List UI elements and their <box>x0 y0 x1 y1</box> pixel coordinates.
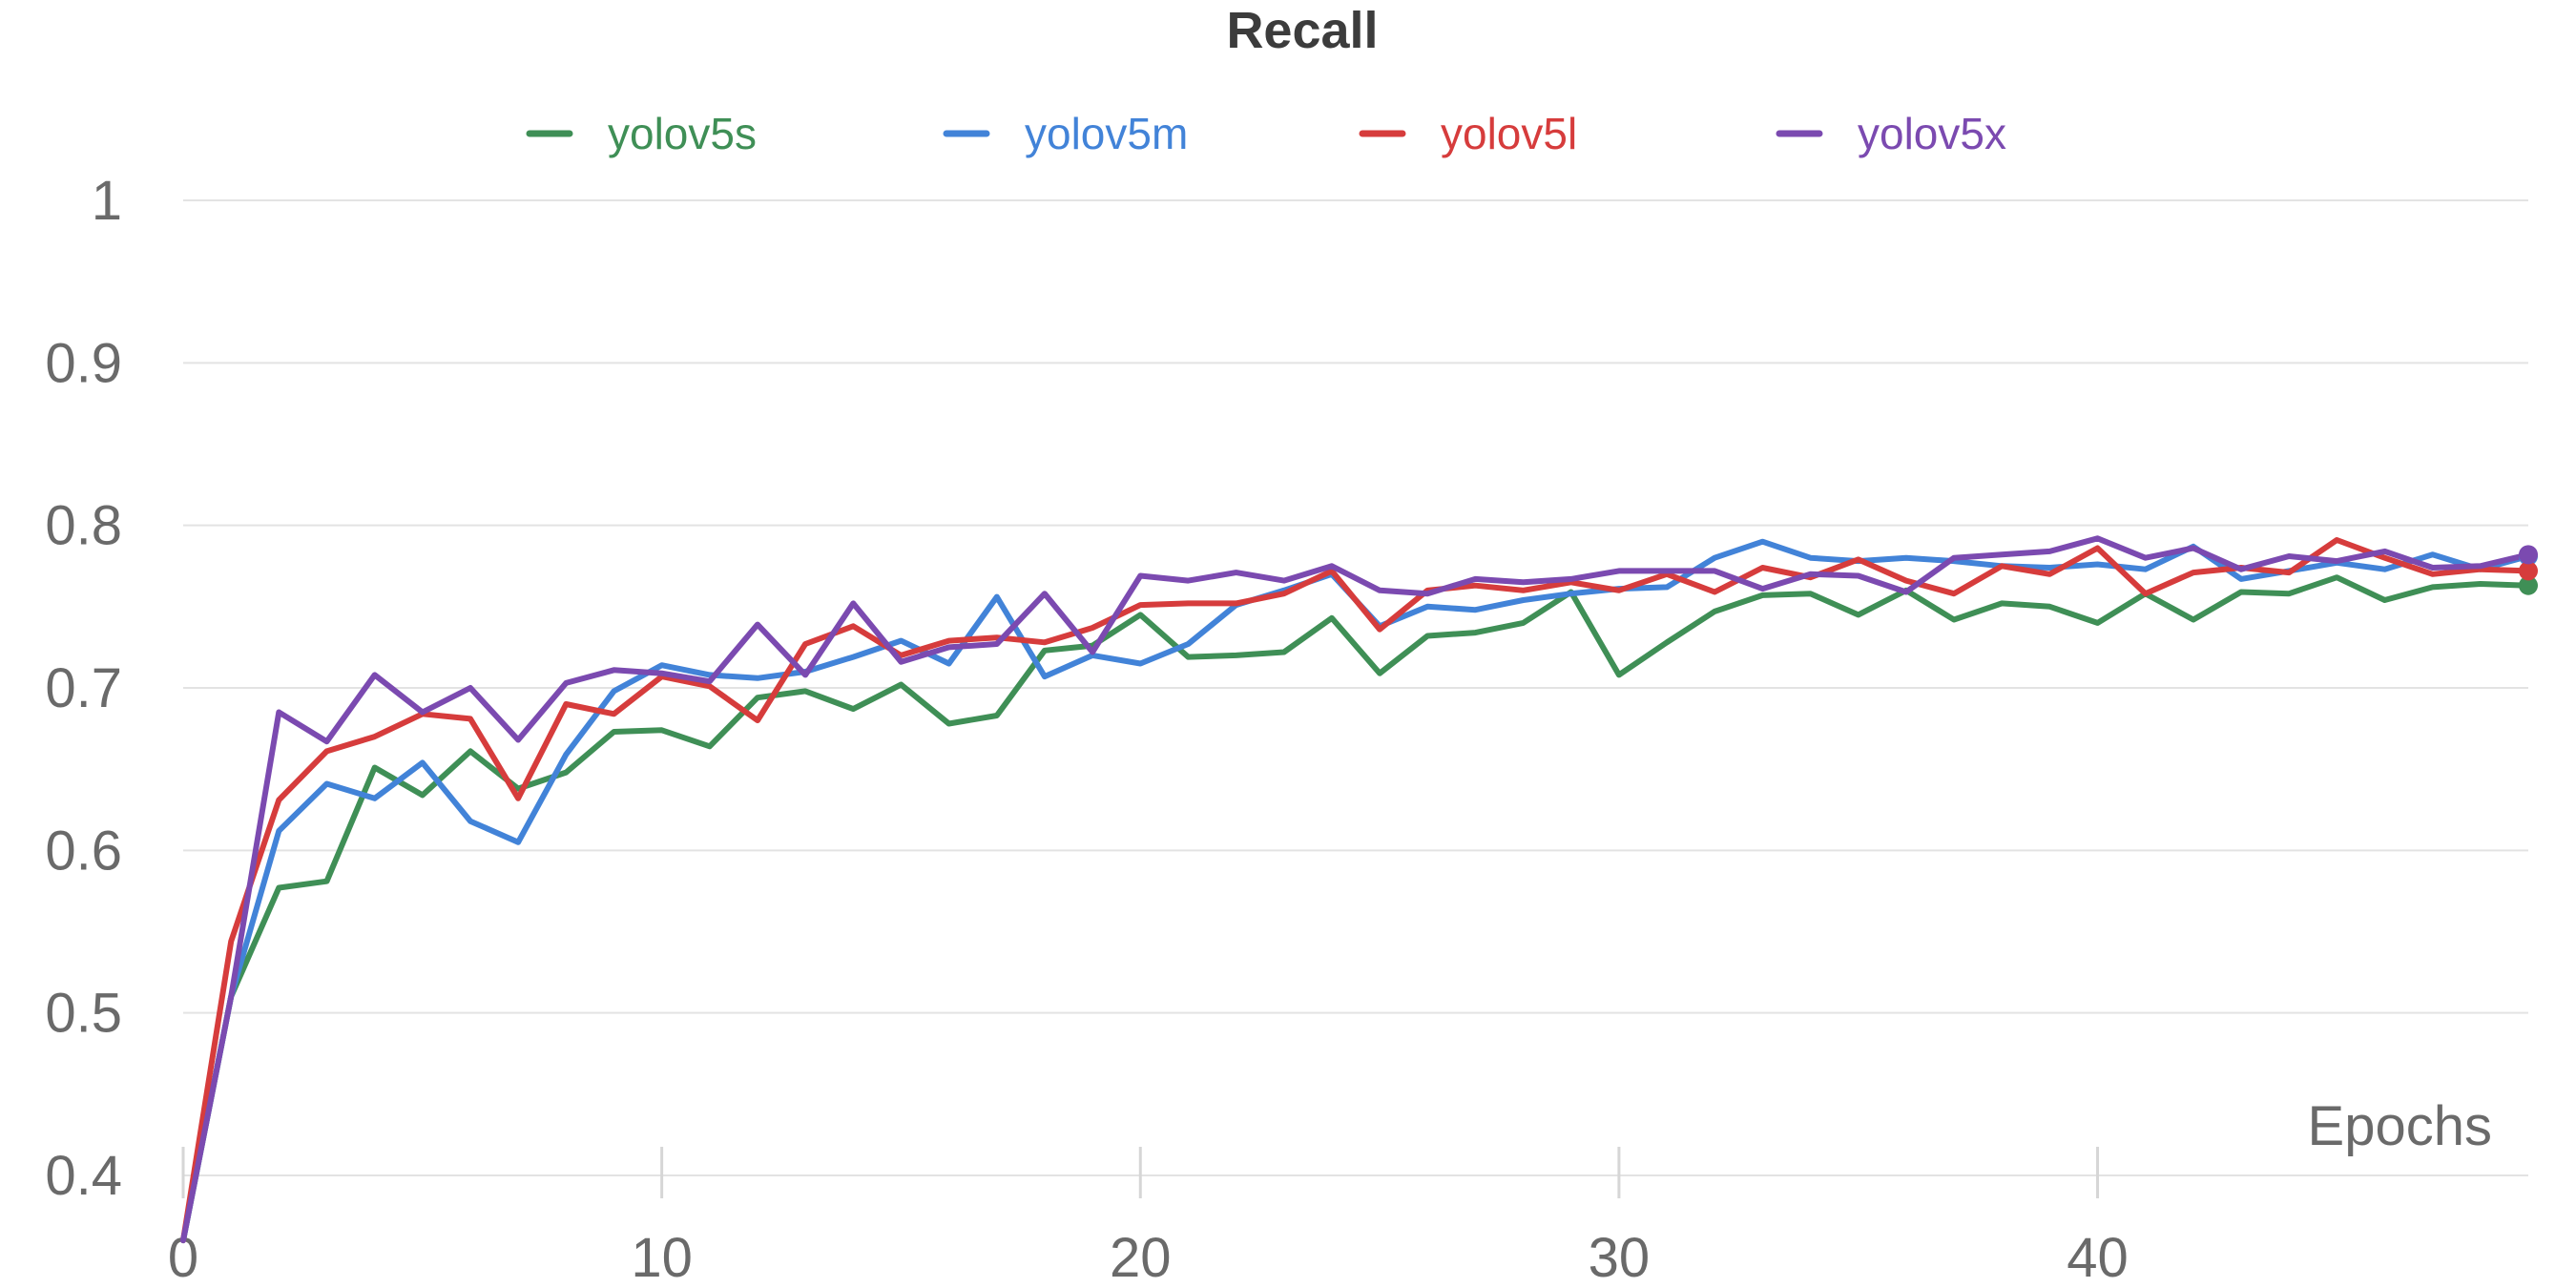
y-tick-label: 0.7 <box>45 657 122 719</box>
series-end-markers <box>2519 545 2538 595</box>
x-tick-label: 10 <box>631 1227 693 1288</box>
chart-title: Recall <box>1226 2 1378 59</box>
y-tick-label: 0.9 <box>45 332 122 394</box>
legend-label-yolov5x: yolov5x <box>1858 109 2006 158</box>
legend-label-yolov5l: yolov5l <box>1441 109 1577 158</box>
series-lines <box>180 535 2531 1244</box>
x-tick-label: 40 <box>2067 1227 2129 1288</box>
end-marker-yolov5x <box>2519 545 2538 565</box>
series-line-yolov5x <box>180 535 2531 1244</box>
y-axis-tick-labels: 0.4 0.5 0.6 0.7 0.8 0.9 1 <box>45 170 122 1207</box>
y-tick-label: 1 <box>92 170 122 232</box>
series-line-yolov5l <box>180 537 2531 1244</box>
y-tick-label: 0.5 <box>45 983 122 1045</box>
y-tick-label: 0.6 <box>45 820 122 882</box>
x-axis-tick-labels: 0 10 20 30 40 <box>168 1227 2129 1288</box>
grid-lines <box>183 199 2528 1176</box>
end-marker-yolov5l <box>2519 561 2538 581</box>
x-tick-label: 20 <box>1110 1227 1172 1288</box>
legend-label-yolov5s: yolov5s <box>608 109 757 158</box>
x-tick-label: 30 <box>1589 1227 1651 1288</box>
x-axis-label: Epochs <box>2308 1095 2492 1157</box>
end-marker-yolov5s <box>2519 575 2538 595</box>
series-line-yolov5s <box>180 574 2531 1244</box>
legend-label-yolov5m: yolov5m <box>1025 109 1188 158</box>
legend: yolov5s yolov5m yolov5l yolov5x <box>526 109 2006 158</box>
x-axis-ticks <box>181 1147 2100 1198</box>
y-tick-label: 0.8 <box>45 495 122 557</box>
y-tick-label: 0.4 <box>45 1145 122 1207</box>
